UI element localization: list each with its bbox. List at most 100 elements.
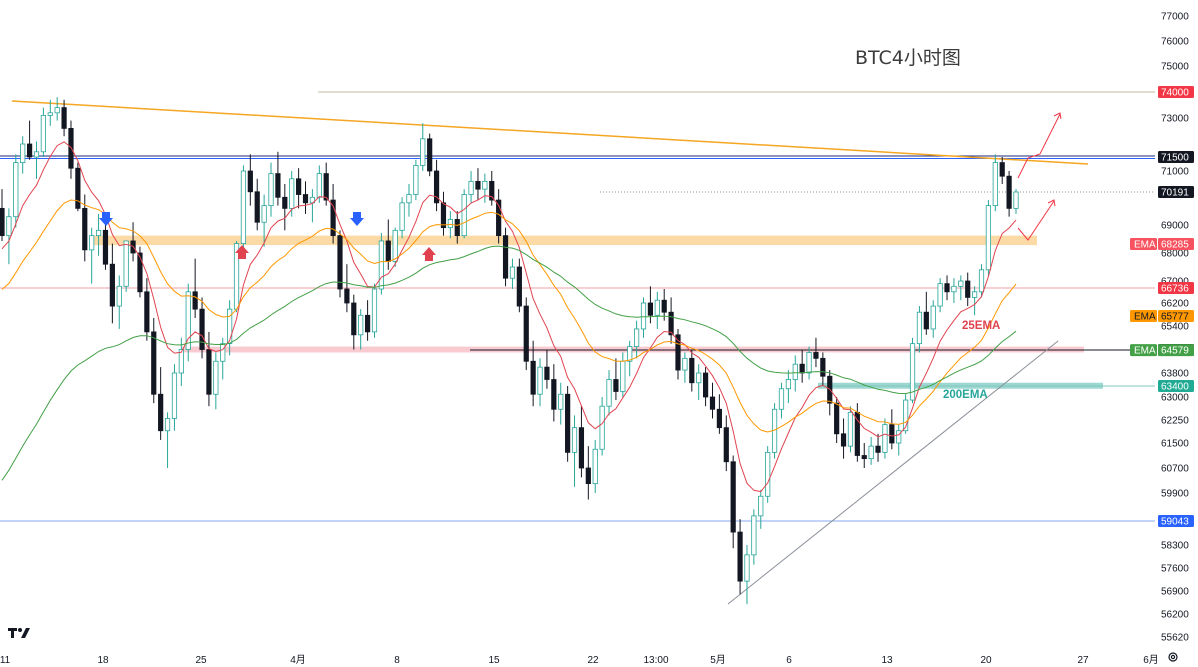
candle-body: [992, 162, 998, 207]
candle-body: [475, 180, 481, 190]
ema-200-line: [1, 245, 1017, 481]
candle-body: [834, 402, 840, 435]
candle-body: [730, 461, 736, 533]
candle-body: [358, 314, 364, 336]
ascending-trendline: [727, 340, 1059, 605]
candle-body: [289, 178, 295, 209]
price-tags: 74000715007019168285EMA6673665777EMA6458…: [1130, 86, 1194, 528]
time-tick-label: 6: [786, 655, 792, 666]
price-tag: [1158, 380, 1194, 392]
candle-body: [799, 363, 805, 374]
candle-body: [54, 107, 60, 114]
candle-body: [351, 302, 357, 336]
candle-body: [220, 343, 226, 362]
candle-body: [647, 302, 654, 316]
candle-body: [316, 173, 322, 198]
ema-lines: [1, 141, 1017, 493]
candle-body: [627, 346, 633, 362]
candle-body: [337, 235, 343, 290]
candle-body: [903, 399, 909, 432]
candle-body: [620, 360, 626, 392]
candle-body: [702, 372, 709, 398]
candle-body: [330, 199, 336, 237]
candle-body: [785, 379, 791, 390]
candle-body: [185, 291, 191, 350]
candle-body: [282, 196, 288, 209]
price-tick-label: 60700: [1161, 464, 1189, 475]
candle-body: [744, 554, 750, 582]
candle-body: [496, 199, 502, 237]
time-tick-label: 6月: [1143, 654, 1159, 666]
candle-body: [26, 143, 33, 158]
candle-body: [820, 357, 826, 377]
candle-body: [468, 180, 474, 195]
price-tick-label: 75000: [1161, 62, 1189, 73]
candle-body: [923, 311, 929, 330]
price-axis[interactable]: 7700076000750007300071000690006800067000…: [1161, 12, 1189, 644]
candle-body: [551, 379, 557, 410]
candle-body: [675, 334, 681, 371]
time-tick-label: 15: [488, 655, 500, 666]
candle-body: [482, 180, 488, 190]
candle-body: [965, 280, 971, 298]
candle-body: [20, 143, 26, 164]
price-tag-value: 71500: [1161, 153, 1189, 164]
time-tick-label: 5月: [710, 654, 726, 666]
chart-title: BTC4小时图: [855, 47, 961, 69]
trend-lines: [11, 100, 1089, 605]
time-axis[interactable]: 11 18 25 4月 8 15 22 13:00 5月 6 13 20 27 6月: [0, 654, 1159, 666]
price-tick-label: 77000: [1161, 12, 1189, 23]
price-tick-label: 61500: [1161, 439, 1189, 450]
candle-body: [344, 288, 350, 304]
price-tick-label: 73000: [1161, 114, 1189, 125]
candle-body: [937, 283, 943, 307]
price-tick-label: 56900: [1161, 587, 1189, 598]
candle-body: [461, 194, 467, 237]
pullback-projection-path: [1017, 200, 1055, 241]
candle-body: [6, 216, 12, 237]
candle-body: [523, 305, 529, 362]
candle-body: [537, 366, 543, 395]
ema-label-text: EMA: [1134, 346, 1156, 357]
candle-body: [0, 207, 5, 237]
candle-body: [578, 427, 585, 469]
candle-body: [164, 418, 171, 432]
candle-body: [13, 162, 19, 218]
candle-body: [813, 352, 819, 359]
price-tick-label: 56200: [1161, 610, 1189, 621]
ema25-annotation: 25EMA: [962, 320, 1000, 332]
price-tick-label: 65400: [1161, 322, 1189, 333]
candle-body: [806, 352, 812, 374]
candle-body: [378, 240, 384, 290]
blue-down-arrow-icon: [99, 212, 113, 226]
candle-body: [275, 173, 281, 198]
candle-body: [758, 495, 764, 517]
time-tick-label: 4月: [290, 654, 306, 666]
candle-body: [1013, 191, 1019, 209]
candle-body: [192, 291, 198, 310]
candle-body: [634, 328, 640, 347]
candle-body: [47, 112, 53, 116]
candle-body: [171, 372, 178, 419]
candle-body: [930, 305, 936, 330]
candle-body: [709, 396, 716, 410]
candle-body: [95, 229, 102, 237]
candle-body: [323, 173, 329, 201]
candle-body: [89, 235, 95, 251]
candle-body: [896, 430, 902, 444]
price-tick-label: 59900: [1161, 489, 1189, 500]
candle-body: [571, 427, 578, 453]
candle-body: [178, 349, 184, 374]
price-tag-value: 65777: [1161, 312, 1189, 323]
red-up-arrow-icon: [422, 247, 436, 261]
candle-body: [102, 229, 109, 265]
price-tick-label: 68000: [1161, 249, 1189, 260]
settings-gear-icon[interactable]: [1168, 652, 1178, 662]
price-tick-label: 62250: [1161, 416, 1189, 427]
price-tag-value: 63400: [1161, 382, 1189, 393]
tradingview-logo-icon[interactable]: [8, 628, 30, 638]
candle-body: [951, 285, 957, 293]
candle-body: [854, 411, 860, 456]
price-tag: [1158, 310, 1194, 322]
